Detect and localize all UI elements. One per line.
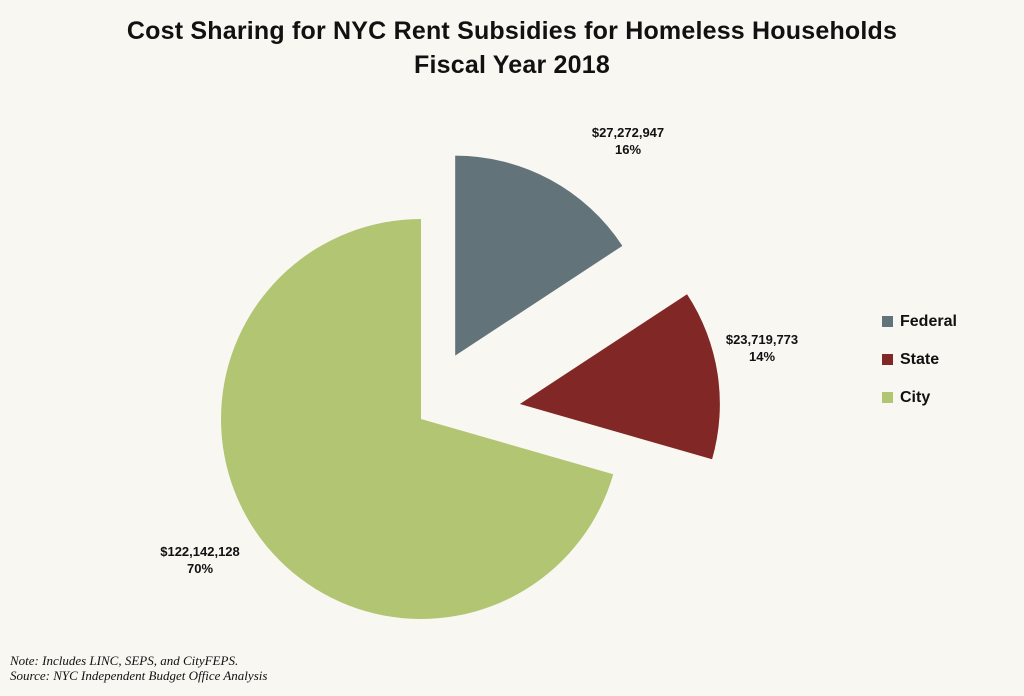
legend-label-city: City	[900, 388, 931, 406]
pie-slice-state	[519, 294, 720, 460]
legend-item-state: State	[882, 350, 957, 369]
legend-swatch-city	[882, 392, 893, 403]
slice-value-label-federal: $27,272,947	[592, 125, 664, 140]
pie-slice-federal	[455, 155, 623, 356]
slice-value-label-state: $23,719,773	[726, 332, 798, 347]
footnote-note: Note: Includes LINC, SEPS, and CityFEPS.	[10, 653, 239, 668]
legend-label-federal: Federal	[900, 312, 957, 330]
legend-label-state: State	[900, 350, 940, 368]
slice-percent-label-city: 70%	[187, 561, 213, 576]
pie-slice-city	[220, 219, 614, 619]
legend-item-city: City	[882, 388, 957, 407]
chart-title: Cost Sharing for NYC Rent Subsidies for …	[126, 17, 898, 45]
slice-percent-label-federal: 16%	[615, 142, 641, 157]
footnote-source: Source: NYC Independent Budget Office An…	[10, 668, 268, 683]
legend-swatch-federal	[882, 316, 893, 327]
legend-swatch-state	[882, 354, 893, 365]
chart-legend: Federal State City	[882, 312, 957, 426]
chart-title-block: Cost Sharing for NYC Rent Subsidies for …	[0, 14, 1024, 82]
footnote: Note: Includes LINC, SEPS, and CityFEPS.…	[10, 653, 267, 683]
legend-item-federal: Federal	[882, 312, 957, 331]
chart-subtitle: Fiscal Year 2018	[414, 51, 610, 79]
slice-value-label-city: $122,142,128	[160, 544, 240, 559]
slice-percent-label-state: 14%	[749, 349, 775, 364]
